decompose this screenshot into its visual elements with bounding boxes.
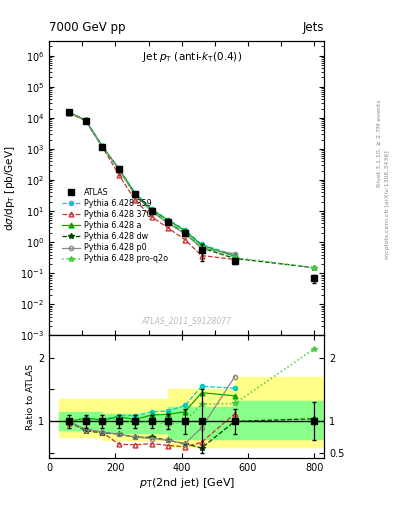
Legend: ATLAS, Pythia 6.428 359, Pythia 6.428 370, Pythia 6.428 a, Pythia 6.428 dw, Pyth: ATLAS, Pythia 6.428 359, Pythia 6.428 37…: [59, 185, 171, 267]
Y-axis label: Ratio to ATLAS: Ratio to ATLAS: [26, 364, 35, 430]
Text: Rivet 3.1.10, ≥ 2.7M events: Rivet 3.1.10, ≥ 2.7M events: [377, 99, 382, 187]
Text: Jet $p_\mathrm{T}$ (anti-$k_\mathrm{T}$(0.4)): Jet $p_\mathrm{T}$ (anti-$k_\mathrm{T}$(…: [142, 50, 242, 64]
Text: 7000 GeV pp: 7000 GeV pp: [49, 20, 126, 34]
Text: mcplots.cern.ch [arXiv:1306.3436]: mcplots.cern.ch [arXiv:1306.3436]: [385, 151, 389, 259]
Text: Jets: Jets: [303, 20, 324, 34]
Y-axis label: d$\sigma$/dp$_\mathrm{T}$ [pb/GeV]: d$\sigma$/dp$_\mathrm{T}$ [pb/GeV]: [4, 145, 18, 231]
Text: ATLAS_2011_S9128077: ATLAS_2011_S9128077: [141, 316, 232, 326]
X-axis label: $p_\mathrm{T}$(2nd jet) [GeV]: $p_\mathrm{T}$(2nd jet) [GeV]: [139, 476, 235, 490]
